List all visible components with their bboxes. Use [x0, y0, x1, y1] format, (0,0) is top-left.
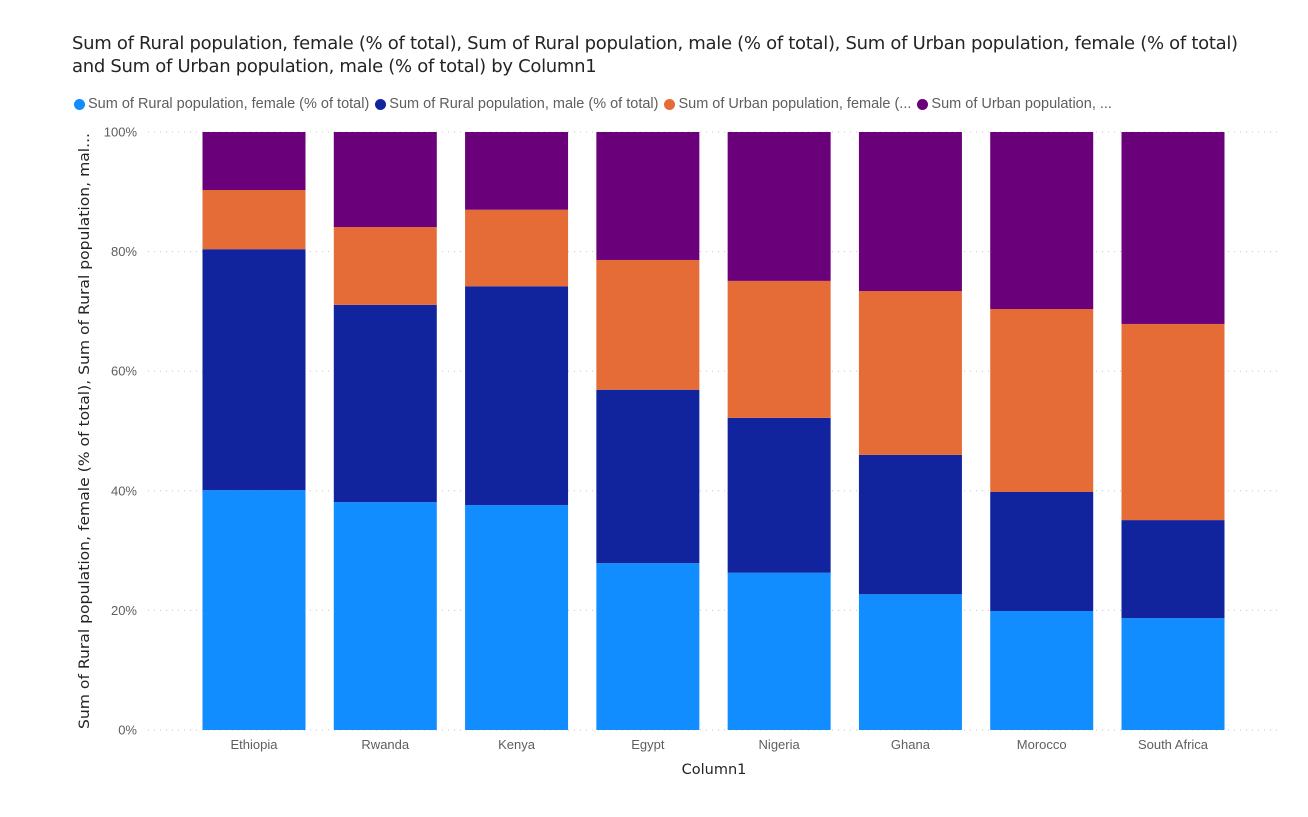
- legend-dot-icon: [664, 98, 676, 110]
- bar-segment-south-africa-s1[interactable]: [1121, 520, 1225, 619]
- bar-segment-ethiopia-s2[interactable]: [202, 190, 306, 250]
- bar-segment-kenya-s1[interactable]: [465, 286, 569, 506]
- bar-segment-morocco-s3[interactable]: [990, 132, 1094, 310]
- chart-title: Sum of Rural population, female (% of to…: [72, 33, 1238, 77]
- bar-segment-ethiopia-s0[interactable]: [202, 490, 306, 730]
- legend-item-rural-female[interactable]: Sum of Rural population, female (% of to…: [74, 96, 369, 112]
- x-tick-label: Kenya: [498, 737, 536, 752]
- bar-segment-ghana-s1[interactable]: [858, 454, 962, 595]
- x-tick-label: Nigeria: [759, 737, 801, 752]
- y-axis-title: Sum of Rural population, female (% of to…: [77, 133, 93, 729]
- bar-segment-ethiopia-s3[interactable]: [202, 132, 306, 191]
- bar-segment-egypt-s2[interactable]: [596, 259, 700, 390]
- bar-segment-kenya-s0[interactable]: [465, 505, 569, 730]
- legend-item-urban-female[interactable]: Sum of Urban population, female (...: [664, 96, 911, 112]
- bar-segment-rwanda-s2[interactable]: [333, 227, 437, 305]
- x-tick-label: Egypt: [631, 737, 665, 752]
- legend-dot-icon: [74, 98, 85, 110]
- x-axis-title: Column1: [682, 762, 747, 778]
- bar-segment-ethiopia-s1[interactable]: [202, 249, 306, 491]
- bar-segment-south-africa-s2[interactable]: [1121, 323, 1225, 521]
- bar-segment-morocco-s1[interactable]: [990, 491, 1094, 611]
- bar-segment-ghana-s0[interactable]: [858, 594, 962, 730]
- bar-segment-nigeria-s0[interactable]: [727, 572, 831, 730]
- y-tick-label: 100%: [104, 125, 138, 140]
- bar-segment-egypt-s1[interactable]: [596, 389, 700, 564]
- bar-segment-morocco-s2[interactable]: [990, 309, 1094, 492]
- bar-segment-morocco-s0[interactable]: [990, 610, 1094, 730]
- bar-segment-rwanda-s3[interactable]: [333, 132, 437, 228]
- y-tick-label: 20%: [111, 603, 137, 618]
- legend-dot-icon: [375, 98, 387, 110]
- bar-segment-kenya-s3[interactable]: [465, 132, 569, 210]
- x-tick-label: Ghana: [891, 737, 931, 752]
- gridlines: [148, 131, 1278, 731]
- legend-label: Sum of Rural population, male (% of tota…: [389, 96, 659, 112]
- y-tick-label: 80%: [111, 244, 137, 259]
- y-tick-label: 0%: [118, 723, 137, 738]
- bar-segment-south-africa-s0[interactable]: [1121, 618, 1225, 730]
- y-axis-ticks: 0% 20% 40% 60% 80% 100%: [104, 125, 138, 738]
- x-tick-label: South Africa: [1138, 737, 1209, 752]
- y-tick-label: 60%: [111, 364, 137, 379]
- x-tick-label: Rwanda: [361, 737, 409, 752]
- bar-segment-kenya-s2[interactable]: [465, 209, 569, 287]
- x-axis-ticks: Ethiopia Rwanda Kenya Egypt Nigeria Ghana Moro…: [231, 737, 1209, 752]
- legend-item-urban-male[interactable]: Sum of Urban population, ...: [917, 96, 1112, 112]
- chart-legend: Sum of Rural population, female (% of to…: [74, 94, 1118, 114]
- bar-segment-south-africa-s3[interactable]: [1121, 132, 1225, 324]
- legend-label: Sum of Urban population, ...: [931, 96, 1112, 112]
- bar-segment-nigeria-s3[interactable]: [727, 132, 831, 281]
- x-tick-label: Ethiopia: [231, 737, 279, 752]
- bar-segment-ghana-s2[interactable]: [858, 291, 962, 455]
- legend-label: Sum of Urban population, female (...: [678, 96, 912, 112]
- bar-segment-rwanda-s0[interactable]: [333, 502, 437, 730]
- y-tick-label: 40%: [111, 483, 137, 498]
- legend-item-rural-male[interactable]: Sum of Rural population, male (% of tota…: [375, 96, 658, 112]
- bar-segment-ghana-s3[interactable]: [858, 132, 962, 292]
- legend-label: Sum of Rural population, female (% of to…: [88, 96, 370, 112]
- bars: [202, 132, 1225, 730]
- bar-segment-nigeria-s1[interactable]: [727, 417, 831, 573]
- x-tick-label: Morocco: [1017, 737, 1067, 752]
- bar-segment-egypt-s0[interactable]: [596, 563, 700, 730]
- bar-segment-egypt-s3[interactable]: [596, 132, 700, 260]
- bar-segment-rwanda-s1[interactable]: [333, 304, 437, 503]
- legend-dot-icon: [917, 98, 929, 110]
- bar-segment-nigeria-s2[interactable]: [727, 280, 831, 418]
